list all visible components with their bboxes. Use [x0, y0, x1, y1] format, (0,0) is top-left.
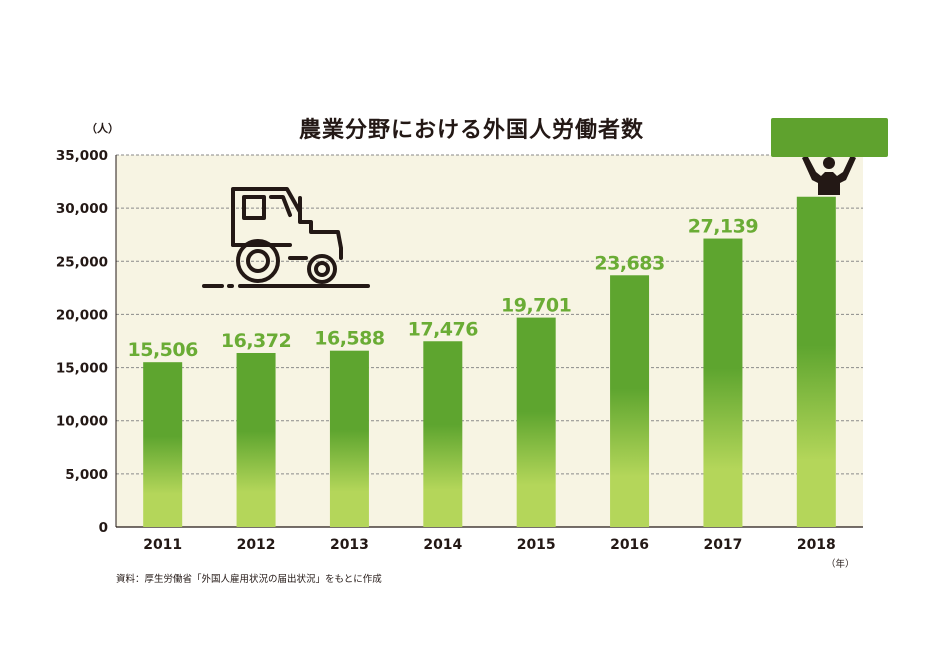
y-tick-label: 30,000: [56, 201, 108, 217]
x-tick-label: 2015: [517, 537, 556, 553]
tractor-icon: [202, 187, 370, 288]
x-tick-label: 2018: [797, 537, 836, 553]
x-tick-label: 2017: [703, 537, 742, 553]
bar-2018: [796, 196, 836, 527]
bar-2011: [143, 362, 183, 527]
y-tick-label: 0: [99, 520, 108, 536]
value-label: 27,139: [688, 216, 758, 238]
x-tick-label: 2013: [330, 537, 369, 553]
bar-2014: [423, 341, 463, 527]
bar-2016: [610, 275, 650, 527]
value-label: 15,506: [128, 339, 199, 361]
value-label: 17,476: [408, 318, 479, 340]
chart-title: 農業分野における外国人労働者数: [298, 118, 644, 143]
value-label: 23,683: [594, 252, 664, 274]
bar-2015: [516, 317, 556, 527]
source-note: 資料：厚生労働省「外国人雇用状況の届出状況」をもとに作成: [116, 574, 382, 585]
y-axis-unit-label: （人）: [86, 122, 119, 135]
bar-2012: [236, 352, 276, 527]
y-tick-label: 20,000: [56, 307, 108, 323]
x-axis-unit-label: （年）: [826, 559, 855, 570]
y-tick-label: 25,000: [56, 254, 108, 270]
value-label: 16,372: [221, 330, 291, 352]
y-tick-label: 15,000: [56, 361, 108, 377]
value-label: 19,701: [501, 295, 571, 317]
value-label: 16,588: [314, 328, 385, 350]
person-arms-raised-icon: [802, 155, 856, 195]
highlight-callout: [771, 118, 888, 157]
bar-2017: [703, 238, 743, 527]
x-tick-label: 2011: [143, 537, 182, 553]
y-tick-label: 10,000: [56, 414, 108, 430]
y-tick-label: 35,000: [56, 148, 108, 164]
y-tick-label: 5,000: [65, 467, 108, 483]
x-tick-label: 2014: [423, 537, 462, 553]
bar-2013: [329, 350, 369, 527]
x-tick-label: 2016: [610, 537, 649, 553]
x-tick-label: 2012: [237, 537, 276, 553]
